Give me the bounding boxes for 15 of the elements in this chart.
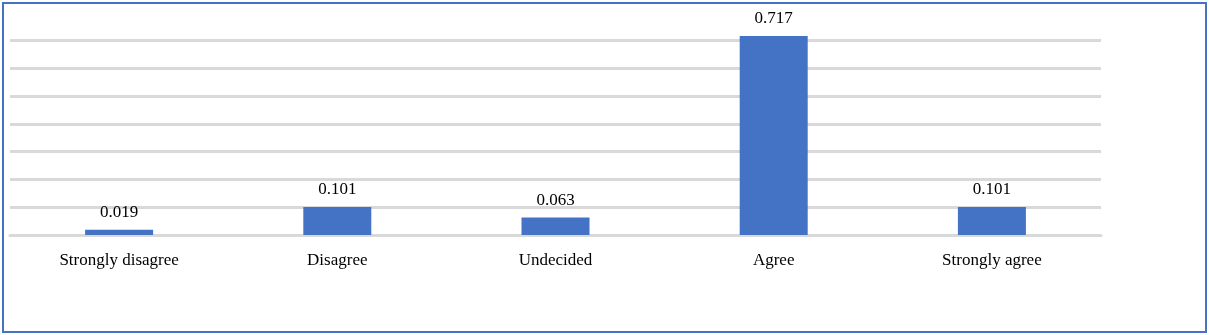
bar <box>739 36 808 235</box>
x-tick-label: Strongly agree <box>942 250 1042 269</box>
bar <box>303 206 372 235</box>
bar <box>85 229 154 235</box>
x-tick-label: Undecided <box>518 250 593 269</box>
data-label: 0.019 <box>99 201 139 221</box>
bar <box>957 206 1026 235</box>
data-label: 0.101 <box>318 178 357 198</box>
data-label: 0.717 <box>754 8 794 27</box>
data-label: 0.101 <box>972 178 1012 198</box>
x-tick-label: Disagree <box>307 250 368 269</box>
x-tick-label: Strongly disagree <box>59 250 179 269</box>
data-label: 0.063 <box>536 189 575 209</box>
x-tick-label: Agree <box>752 250 795 269</box>
bar <box>521 217 590 235</box>
